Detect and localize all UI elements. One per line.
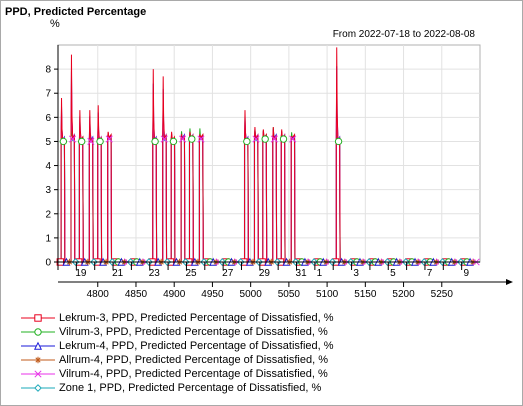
day-label: 23 <box>149 268 161 279</box>
legend-swatch <box>21 384 55 392</box>
legend-label: Zone 1, PPD, Predicted Percentage of Dis… <box>59 382 322 394</box>
x-tick-label: 5150 <box>354 289 377 300</box>
legend: Lekrum-3, PPD, Predicted Percentage of D… <box>21 311 334 395</box>
marker-cross <box>68 135 77 143</box>
day-label: 19 <box>75 268 87 279</box>
marker-cross <box>197 135 205 143</box>
day-label: 29 <box>259 268 271 279</box>
y-tick-label: 3 <box>45 185 51 196</box>
x-tick-label: 5000 <box>240 289 263 300</box>
day-label: 21 <box>112 268 124 279</box>
marker-circle <box>96 137 104 146</box>
legend-swatch <box>21 356 55 364</box>
legend-marker-square <box>34 314 42 322</box>
marker-circle <box>188 135 196 143</box>
chart-title: PPD, Predicted Percentage <box>5 6 146 18</box>
x-tick-label: 4850 <box>125 289 148 300</box>
y-tick-label: 1 <box>45 233 51 244</box>
x-tick-label: 4800 <box>87 289 110 300</box>
day-label: 7 <box>427 268 433 279</box>
day-label: 25 <box>185 268 197 279</box>
marker-circle <box>59 137 68 146</box>
day-label: 5 <box>390 268 396 279</box>
y-tick-label: 6 <box>45 113 51 124</box>
x-tick-label: 5250 <box>431 289 454 300</box>
y-tick-label: 4 <box>45 161 51 172</box>
x-tick-label: 5200 <box>392 289 415 300</box>
marker-cross <box>179 135 187 143</box>
marker-circle <box>243 137 251 146</box>
legend-label: Vilrum-3, PPD, Predicted Percentage of D… <box>59 326 328 338</box>
marker-circle <box>334 137 343 146</box>
legend-marker-diamond <box>34 384 42 392</box>
marker-circle <box>151 137 159 146</box>
legend-item: Zone 1, PPD, Predicted Percentage of Dis… <box>21 381 334 395</box>
day-label: 9 <box>463 268 469 279</box>
legend-label: Vilrum-4, PPD, Predicted Percentage of D… <box>59 368 328 380</box>
marker-cross <box>270 135 278 143</box>
legend-label: Lekrum-3, PPD, Predicted Percentage of D… <box>59 312 334 324</box>
marker-circle <box>169 137 178 146</box>
marker-circle <box>77 137 86 146</box>
legend-item: Allrum-4, PPD, Predicted Percentage of D… <box>21 353 334 367</box>
marker-cross <box>160 135 168 143</box>
y-tick-label: 7 <box>45 89 51 100</box>
day-label: 1 <box>317 268 323 279</box>
legend-marker-star <box>34 356 42 364</box>
y-tick-label: 8 <box>45 65 51 76</box>
x-tick-label: 4900 <box>163 289 186 300</box>
legend-item: Lekrum-3, PPD, Predicted Percentage of D… <box>21 311 334 325</box>
plot-area <box>57 44 481 263</box>
y-tick-label: 5 <box>45 137 51 148</box>
grid-lines <box>58 45 480 263</box>
marker-circle <box>279 135 288 143</box>
series-line-0 <box>58 47 480 263</box>
x-tick-label: 5050 <box>278 289 301 300</box>
x-tick-label: 5100 <box>316 289 339 300</box>
day-label: 27 <box>222 268 234 279</box>
legend-swatch <box>21 341 55 350</box>
legend-swatch <box>21 370 55 378</box>
x-tick-label: 4950 <box>201 289 224 300</box>
legend-item: Lekrum-4, PPD, Predicted Percentage of D… <box>21 339 334 353</box>
marker-cross <box>289 135 297 143</box>
marker-cross <box>252 135 260 143</box>
legend-label: Allrum-4, PPD, Predicted Percentage of D… <box>59 354 329 366</box>
legend-marker-triangle <box>33 341 43 350</box>
legend-item: Vilrum-3, PPD, Predicted Percentage of D… <box>21 325 334 339</box>
legend-marker-circle <box>34 328 42 336</box>
y-axis-unit: % <box>50 18 60 30</box>
day-label: 31 <box>296 268 308 279</box>
hour-axis-arrow <box>506 279 513 285</box>
marker-circle <box>261 135 269 143</box>
day-label: 3 <box>353 268 359 279</box>
legend-label: Lekrum-4, PPD, Predicted Percentage of D… <box>59 340 334 352</box>
marker-cross <box>87 137 95 145</box>
legend-swatch <box>21 328 55 336</box>
date-range-label: From 2022-07-18 to 2022-08-08 <box>333 29 476 40</box>
legend-marker-cross <box>34 370 42 378</box>
legend-swatch <box>21 314 55 322</box>
y-tick-label: 2 <box>45 209 51 220</box>
legend-item: Vilrum-4, PPD, Predicted Percentage of D… <box>21 367 334 381</box>
marker-cross <box>105 135 113 143</box>
y-tick-label: 0 <box>45 258 51 269</box>
